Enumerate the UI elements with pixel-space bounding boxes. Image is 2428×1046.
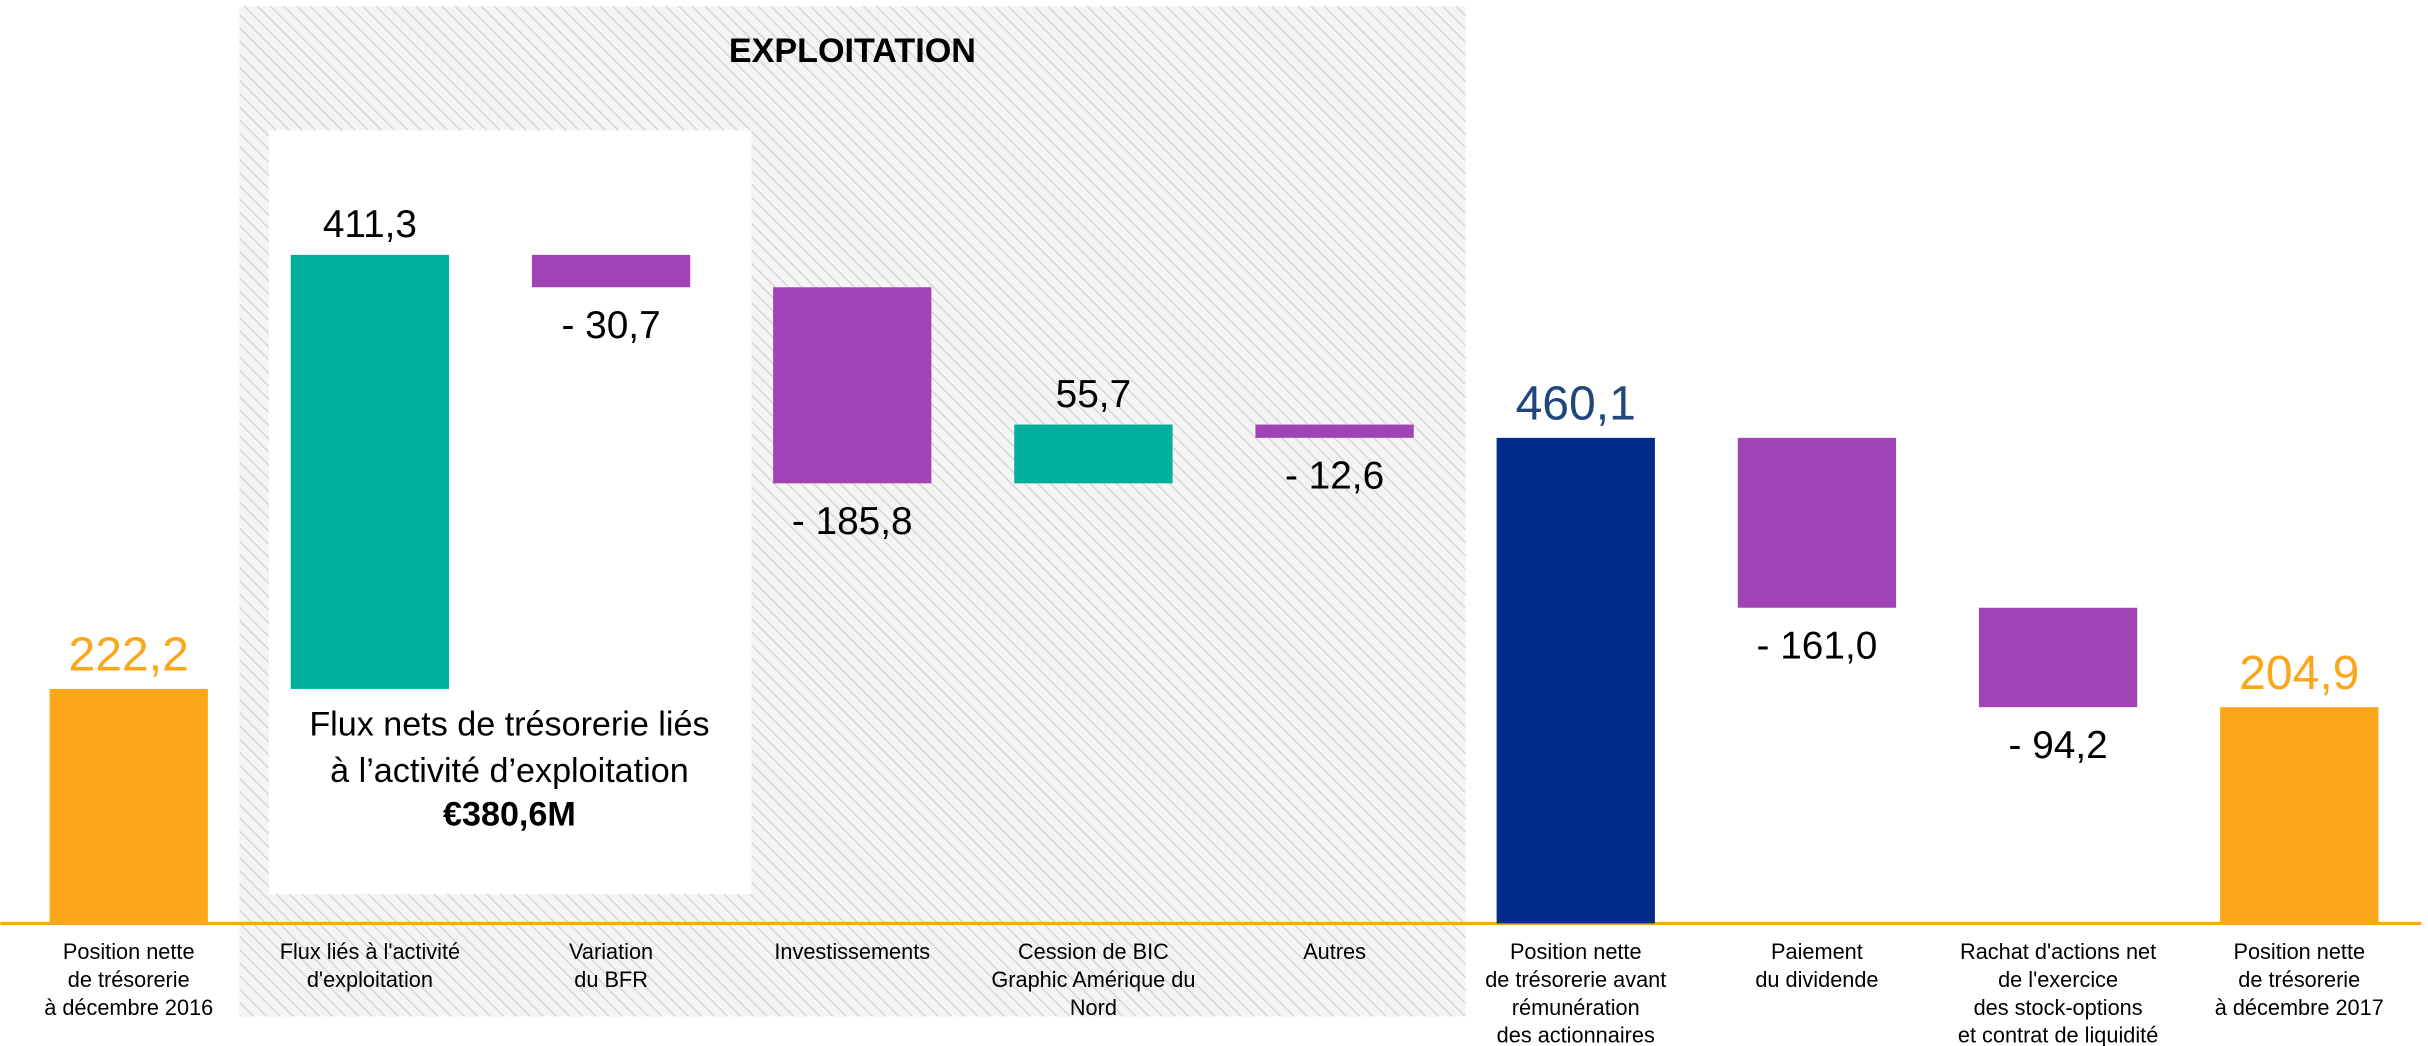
annotation-text: Flux nets de trésorerie liés: [309, 705, 709, 743]
bar: [1496, 437, 1655, 924]
x-tick-label-line: Variation: [569, 939, 653, 964]
bar: [49, 688, 208, 924]
x-tick-label-line: Graphic Amérique du: [991, 967, 1195, 992]
annotation-text: à l’activité d’exploitation: [330, 752, 689, 790]
x-tick-label-line: Autres: [1303, 939, 1366, 964]
data-label: - 12,6: [1285, 454, 1384, 497]
bar: [773, 287, 932, 484]
x-tick-label: Paiement du dividende: [1755, 939, 1878, 992]
x-tick-label: Position nette de trésorerie avant rémunér…: [1485, 939, 1666, 1046]
x-tick-label-line: et contrat de liquidité: [1958, 1022, 2158, 1046]
data-label: 460,1: [1516, 377, 1636, 431]
x-tick-label: Cession de BIC Graphic Amérique du Nord: [991, 939, 1195, 1020]
x-tick-label-line: Flux liés à l'activité: [280, 939, 460, 964]
bar: [1978, 607, 2138, 708]
data-label: 222,2: [69, 628, 189, 682]
x-tick-label-line: Position nette: [2233, 939, 2365, 964]
bar: [1255, 424, 1414, 438]
x-tick-label-line: Nord: [1070, 994, 1117, 1019]
x-tick-label: Rachat d'actions net de l'exercice des sto…: [1958, 939, 2158, 1046]
x-tick-label-line: du dividende: [1755, 967, 1878, 992]
x-tick-label-line: rémunération: [1512, 994, 1640, 1019]
bar: [531, 254, 691, 288]
x-tick-label-line: de trésorerie: [2238, 967, 2360, 992]
x-tick-label-line: Investissements: [774, 939, 930, 964]
data-label: - 30,7: [561, 304, 660, 347]
data-label: 204,9: [2239, 646, 2359, 700]
x-tick-label: Investissements: [774, 939, 930, 964]
x-tick-label-line: d'exploitation: [307, 967, 433, 992]
data-label: - 94,2: [2009, 724, 2108, 767]
data-label: - 161,0: [1757, 624, 1878, 667]
bar: [1737, 437, 1897, 608]
x-tick-label-line: Cession de BIC: [1018, 939, 1169, 964]
x-tick-label-line: des actionnaires: [1497, 1022, 1655, 1046]
x-tick-label-line: à décembre 2017: [2215, 994, 2384, 1019]
x-tick-label: Autres: [1303, 939, 1366, 964]
data-label: 411,3: [323, 203, 417, 246]
x-tick-label-line: à décembre 2016: [44, 994, 213, 1019]
x-tick-label-line: Rachat d'actions net: [1960, 939, 2156, 964]
x-tick-label: Variation du BFR: [569, 939, 653, 992]
x-tick-label-line: de trésorerie avant: [1485, 967, 1666, 992]
annotation-text: €380,6M: [443, 795, 576, 833]
x-tick-label-line: du BFR: [574, 967, 648, 992]
x-tick-label: Position nette de trésorerie à décembre 20…: [2215, 939, 2384, 1020]
x-tick-label-line: Paiement: [1771, 939, 1863, 964]
bar: [1014, 424, 1173, 484]
x-tick-label-line: des stock-options: [1974, 994, 2143, 1019]
x-tick-label-line: Position nette: [1510, 939, 1642, 964]
x-tick-label-line: de l'exercice: [1998, 967, 2118, 992]
x-tick-label: Flux liés à l'activité d'exploitation: [280, 939, 460, 992]
section-title: EXPLOITATION: [729, 32, 976, 70]
data-label: 55,7: [1056, 373, 1131, 416]
bar: [2220, 707, 2379, 924]
data-label: - 185,8: [792, 500, 913, 543]
x-tick-label-line: de trésorerie: [68, 967, 190, 992]
bar: [290, 254, 450, 689]
x-tick-label-line: Position nette: [63, 939, 195, 964]
x-tick-label: Position nette de trésorerie à décembre 20…: [44, 939, 213, 1020]
